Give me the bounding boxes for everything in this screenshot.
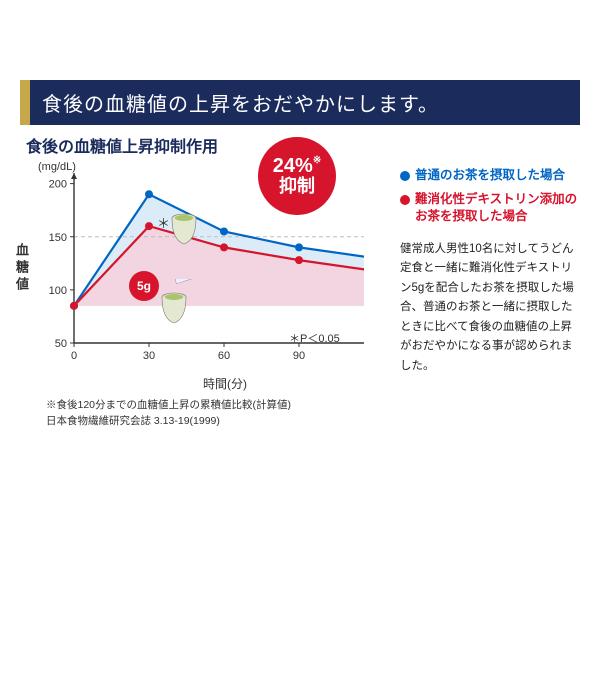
legend-dot-blue <box>400 171 410 181</box>
y-axis-label: 血糖値 <box>12 243 31 294</box>
svg-text:0: 0 <box>71 350 77 362</box>
svg-text:60: 60 <box>218 350 230 362</box>
svg-text:90: 90 <box>293 350 305 362</box>
tea-cup-stick-icon <box>159 279 193 327</box>
svg-text:150: 150 <box>49 232 67 244</box>
svg-text:100: 100 <box>49 285 67 297</box>
description-text: 健常成人男性10名に対してうどん定食と一緒に難消化性デキストリン5gを配合したお… <box>400 240 580 377</box>
footnote: ※食後120分までの血糖値上昇の累積値比較(計算値) 日本食物繊維研究会誌 3.… <box>46 398 390 430</box>
content-row: (mg/dL) 血糖値 24%※ 抑制 50100150200030609012… <box>0 161 600 430</box>
svg-text:30: 30 <box>143 350 155 362</box>
footnote-line2: 日本食物繊維研究会誌 3.13-19(1999) <box>46 414 390 430</box>
dose-badge: 5g <box>129 271 159 301</box>
badge-sup: ※ <box>313 155 321 166</box>
legend-normal-text: 普通のお茶を摂取した場合 <box>415 167 565 185</box>
legend-dextrin: 難消化性デキストリン添加のお茶を摂取した場合 <box>400 191 580 226</box>
legend-dextrin-text: 難消化性デキストリン添加のお茶を摂取した場合 <box>415 191 580 226</box>
chart-column: (mg/dL) 血糖値 24%※ 抑制 50100150200030609012… <box>20 161 390 430</box>
chart-zone: 血糖値 24%※ 抑制 501001502000306090120 ＊ ＊P＜0… <box>20 173 370 373</box>
legend-dot-red <box>400 195 410 205</box>
y-unit-label: (mg/dL) <box>38 161 390 173</box>
footnote-line1: ※食後120分までの血糖値上昇の累積値比較(計算値) <box>46 398 390 414</box>
headline-banner: 食後の血糖値の上昇をおだやかにします。 <box>20 80 580 125</box>
tea-cup-icon <box>169 210 203 250</box>
svg-text:50: 50 <box>55 338 67 350</box>
legend-normal: 普通のお茶を摂取した場合 <box>400 167 580 185</box>
p-value-text: ＊P＜0.05 <box>289 330 340 346</box>
legend-column: 普通のお茶を摂取した場合 難消化性デキストリン添加のお茶を摂取した場合 健常成人… <box>390 161 580 430</box>
x-axis-label: 時間(分) <box>60 375 390 392</box>
svg-text:200: 200 <box>49 179 67 191</box>
